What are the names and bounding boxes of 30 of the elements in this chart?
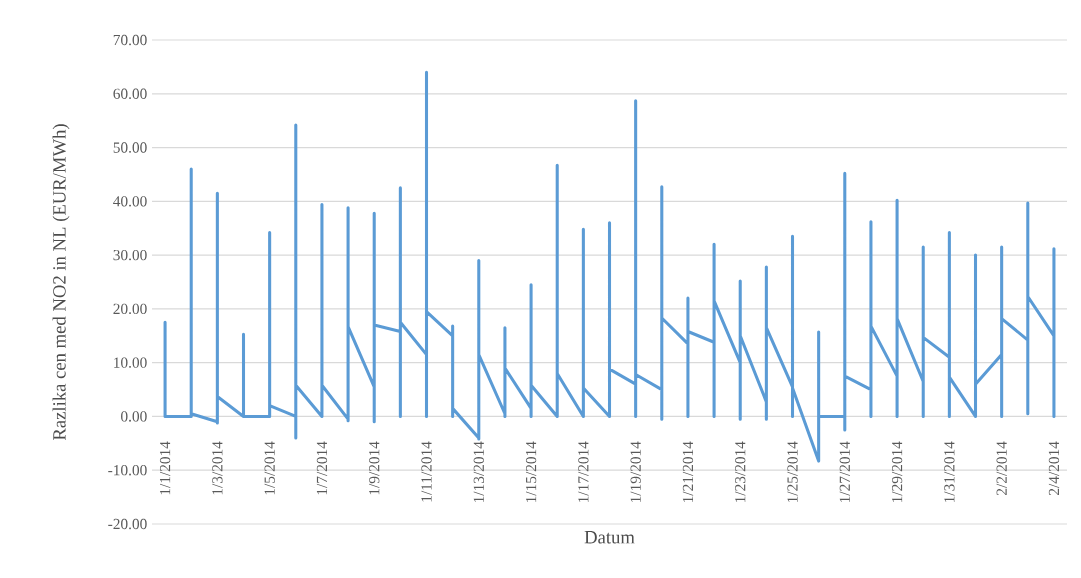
x-axis-title: Datum: [584, 531, 635, 544]
x-tick-label: 1/25/2014: [787, 441, 798, 503]
x-tick-label: 1/23/2014: [735, 441, 746, 503]
y-tick-label: 0.00: [121, 411, 147, 422]
x-tick-label: 1/5/2014: [264, 441, 275, 495]
x-tick-label: 2/4/2014: [1048, 441, 1060, 496]
x-tick-label: 1/11/2014: [421, 441, 432, 502]
x-tick-label: 1/7/2014: [316, 441, 328, 495]
x-tick-label: 1/15/2014: [525, 441, 537, 503]
y-tick-label: -20.00: [108, 518, 147, 530]
x-tick-label: 1/17/2014: [578, 441, 589, 503]
y-axis-title: Razlika cen med NO2 in NL (EUR/MWh): [52, 124, 70, 441]
y-tick-label: 60.00: [113, 88, 147, 99]
x-tick-label: 1/29/2014: [891, 441, 903, 503]
x-tick-label: 1/27/2014: [839, 441, 850, 503]
y-tick-label: -10.00: [108, 465, 147, 476]
x-tick-label: 1/31/2014: [944, 441, 955, 503]
x-tick-label: 2/2/2014: [996, 441, 1007, 496]
y-tick-label: 70.00: [113, 34, 147, 46]
x-tick-label: 1/19/2014: [630, 441, 641, 503]
x-tick-label: 1/3/2014: [212, 441, 223, 495]
y-tick-label: 50.00: [113, 142, 147, 153]
x-tick-label: 1/9/2014: [369, 441, 380, 495]
y-tick-label: 20.00: [113, 303, 147, 315]
x-tick-label: 1/13/2014: [473, 441, 484, 503]
x-tick-label: 1/21/2014: [682, 441, 694, 503]
x-tick-label: 1/1/2014: [159, 441, 171, 495]
y-tick-label: 30.00: [113, 249, 147, 261]
y-tick-label: 40.00: [113, 196, 147, 207]
y-tick-label: 10.00: [114, 357, 147, 368]
